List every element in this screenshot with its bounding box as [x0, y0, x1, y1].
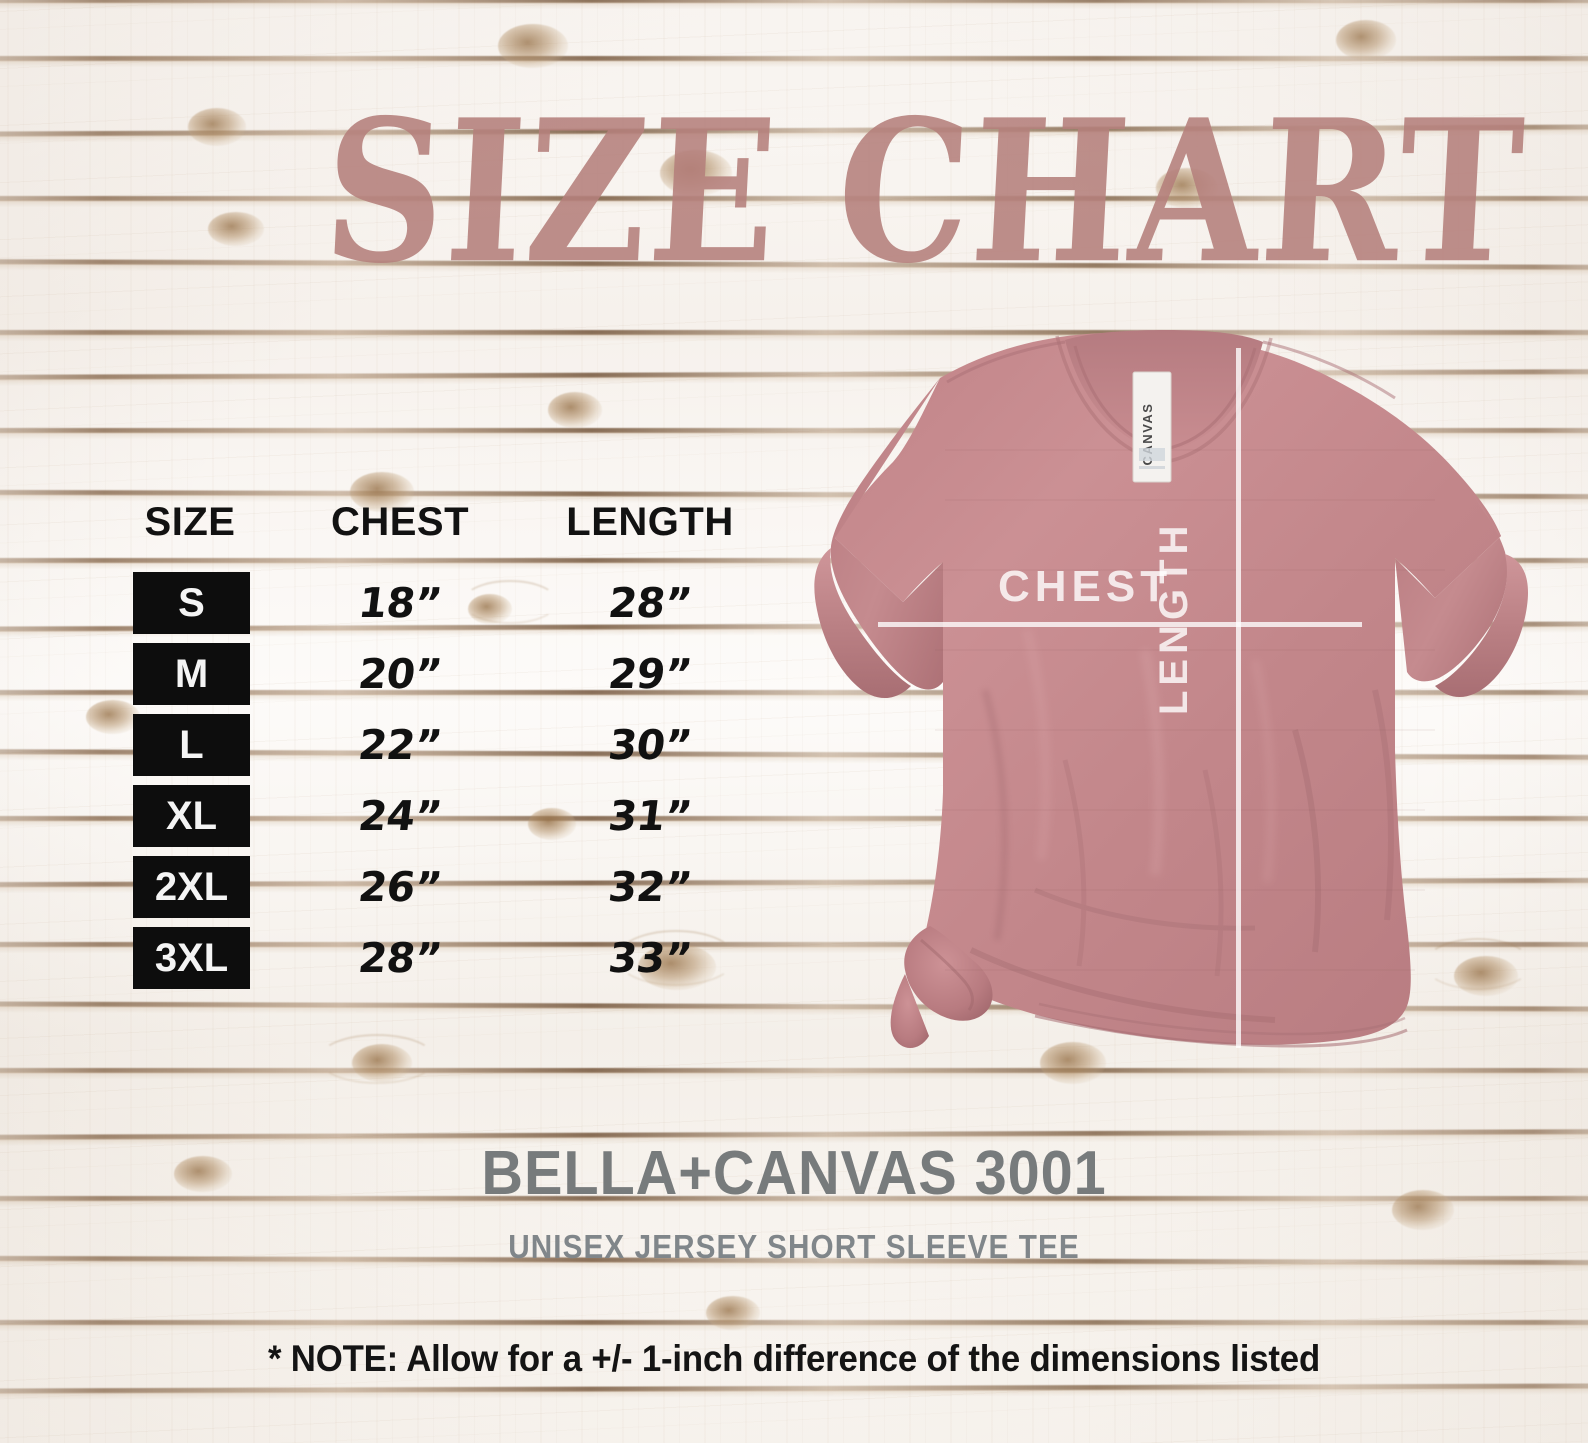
wood-grain-swirl — [462, 580, 558, 624]
wood-knot — [1392, 1190, 1454, 1230]
length-value: 33” — [605, 934, 695, 982]
knot-tail — [890, 974, 929, 1048]
tshirt-hem-knot — [904, 926, 993, 1021]
chest-value: 18” — [355, 579, 445, 627]
wood-grain-swirl — [616, 930, 736, 986]
size-badge: L — [133, 714, 250, 776]
wood-knot — [1156, 168, 1218, 208]
fabric-highlights — [1022, 628, 1275, 883]
wood-knot — [660, 150, 732, 196]
size-badge: M — [133, 643, 250, 705]
table-header-row: SIZE CHEST LENGTH — [0, 500, 760, 546]
tshirt-body — [835, 332, 1501, 1045]
size-badge: XL — [133, 785, 250, 847]
wood-knot — [174, 1156, 232, 1192]
wood-knot — [86, 700, 140, 734]
chest-value: 24” — [355, 792, 445, 840]
column-header-length: LENGTH — [566, 500, 734, 544]
plank-seam — [0, 942, 1588, 953]
wood-knot — [188, 108, 246, 146]
plank-seam — [0, 1196, 1588, 1207]
table-row: XL 24” 31” — [0, 785, 760, 847]
plank-seam — [0, 56, 1588, 67]
length-value: 28” — [605, 579, 695, 627]
page-title: SIZE CHART — [318, 77, 1531, 308]
wood-knot — [706, 1296, 760, 1330]
table-row: M 20” 29” — [0, 643, 760, 705]
chest-value: 20” — [355, 650, 445, 698]
canvas-neck-tag: CANVAS — [1132, 371, 1172, 483]
length-value: 29” — [605, 650, 695, 698]
plank-seam — [0, 1068, 1588, 1079]
right-shoulder-seam — [1262, 340, 1396, 400]
fabric-folds — [969, 689, 1394, 1023]
table-row: S 18” 28” — [0, 572, 760, 634]
size-badge: 2XL — [133, 856, 250, 918]
size-badge: S — [133, 572, 250, 634]
size-label: XL — [165, 794, 218, 838]
length-measure-line — [1236, 348, 1241, 1048]
chest-measure-line — [878, 622, 1362, 627]
knot-fold-line — [920, 938, 974, 1011]
tshirt-left-sleeve — [830, 378, 943, 690]
measurement-note: * NOTE: Allow for a +/- 1-inch differenc… — [267, 1338, 1321, 1379]
tshirt-left-cuff — [814, 548, 911, 698]
tshirt-illustration: CANVAS — [814, 330, 1529, 1048]
size-label: 3XL — [154, 936, 229, 980]
wood-knot — [1336, 20, 1396, 60]
hem-stitch-inner — [1038, 1002, 1406, 1036]
length-value: 32” — [605, 863, 695, 911]
wood-knot — [528, 808, 576, 840]
product-description-text: UNISEX JERSEY SHORT SLEEVE TEE — [508, 1228, 1080, 1265]
column-header-size: SIZE — [144, 500, 236, 544]
tshirt-right-cuff — [1435, 554, 1529, 698]
size-label: 2XL — [154, 865, 229, 909]
plank-seam — [0, 0, 1588, 9]
wood-grain-swirl — [318, 1034, 436, 1084]
table-row: L 22” 30” — [0, 714, 760, 776]
column-header-chest: CHEST — [330, 500, 470, 544]
size-label: M — [174, 652, 209, 696]
length-value: 31” — [605, 792, 695, 840]
plank-seam — [0, 330, 1588, 341]
wood-knot — [498, 24, 568, 68]
plank-seam — [0, 1320, 1588, 1331]
plank-seam — [0, 690, 1588, 701]
size-label: L — [179, 723, 204, 767]
chest-value: 28” — [355, 934, 445, 982]
table-row: 2XL 26” 32” — [0, 856, 760, 918]
plank-seam — [0, 428, 1588, 439]
wood-knot — [548, 392, 602, 428]
wood-knot — [350, 472, 414, 512]
chest-value: 26” — [355, 863, 445, 911]
size-label: S — [178, 581, 205, 625]
plank-seam — [0, 558, 1588, 569]
hem-stitch — [1034, 1014, 1408, 1048]
plank-seam — [0, 816, 1588, 827]
wood-knot — [208, 212, 264, 246]
brand-model-text: BELLA+CANVAS 3001 — [481, 1139, 1107, 1208]
tshirt-product-photo: CANVAS — [735, 330, 1585, 1120]
plank-seam — [0, 196, 1588, 207]
length-value: 30” — [605, 721, 695, 769]
wood-knot — [1040, 1042, 1106, 1084]
chest-value: 22” — [355, 721, 445, 769]
size-badge: 3XL — [133, 927, 250, 989]
wood-grain-swirl — [1424, 938, 1532, 990]
tshirt-right-sleeve — [1395, 470, 1508, 682]
heather-texture — [935, 449, 1445, 971]
left-shoulder-seam — [946, 340, 1066, 384]
table-row: 3XL 28” 33” — [0, 927, 760, 989]
